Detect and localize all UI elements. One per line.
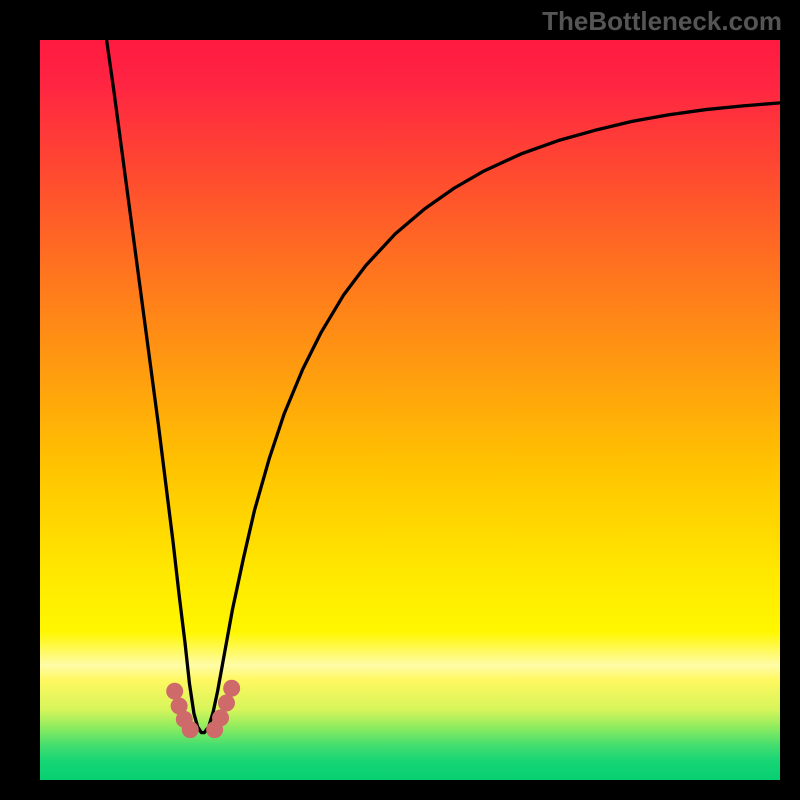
data-points — [166, 680, 240, 738]
bottleneck-curve — [107, 40, 780, 733]
data-point — [182, 721, 199, 738]
data-point — [212, 709, 229, 726]
bottleneck-curve-path — [107, 40, 780, 733]
data-point — [223, 680, 240, 697]
watermark-label: TheBottleneck.com — [542, 6, 782, 37]
curve-overlay — [0, 0, 800, 800]
data-point — [166, 683, 183, 700]
data-point — [218, 695, 235, 712]
figure-root: TheBottleneck.com — [0, 0, 800, 800]
